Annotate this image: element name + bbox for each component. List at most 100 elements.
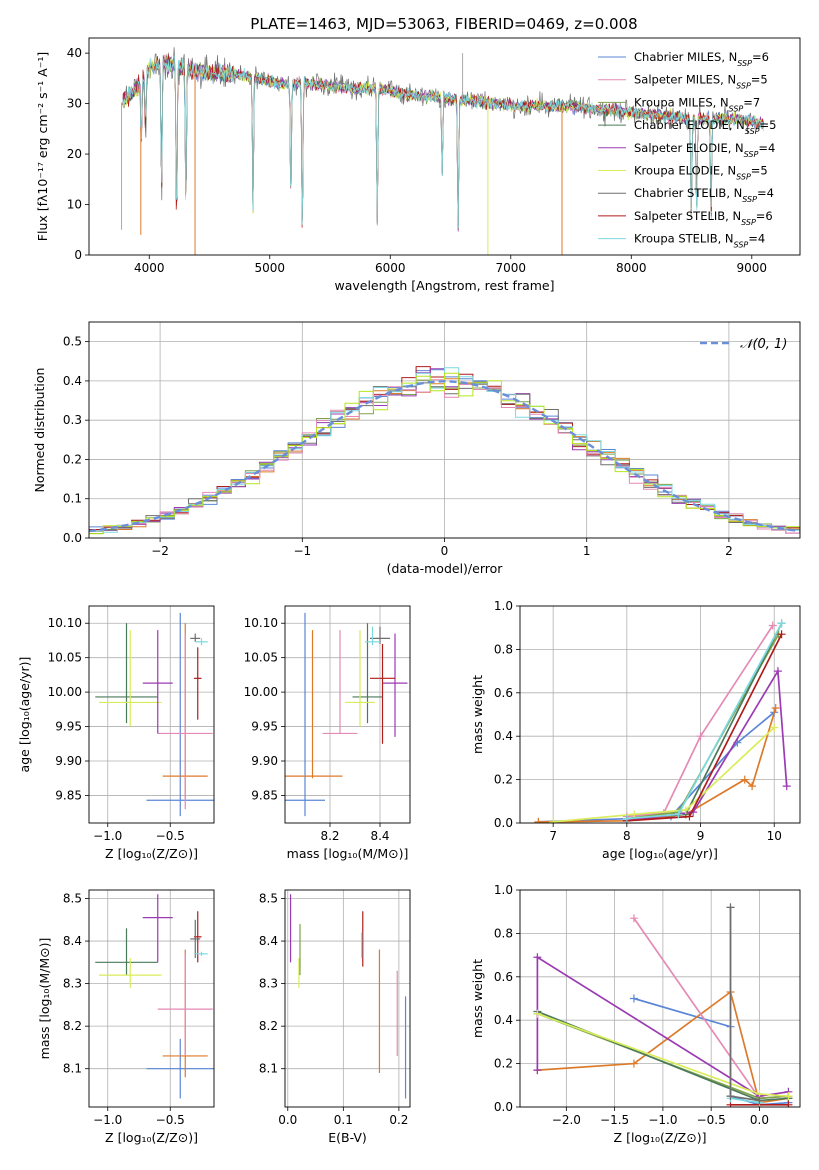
weight-series-sm [626,625,774,818]
weight-marker [726,903,735,912]
x-axis-label: Z [log₁₀(Z/Z⊙)] [105,846,198,861]
y-tick-label: 8.5 [63,892,82,906]
weight-marker [784,1092,793,1101]
y-tick-label: 9.95 [55,720,82,734]
weight-marker [748,782,757,791]
y-tick-label: 0.6 [494,686,513,700]
y-tick-label: 9.95 [251,720,278,734]
axes-residuals: −2 −1 0 1 2 0.0 0.1 0.2 0.3 0.4 0.5 (data-model)/er… [32,321,801,576]
x-axis-label: (data-model)/error [387,561,504,576]
weight-marker [696,732,705,741]
legend-tail: =4 [758,141,775,155]
weight-marker [740,775,749,784]
weight-marker [629,994,638,1003]
weight-marker [549,817,558,823]
weight-marker [674,810,683,819]
y-tick-label: 0.4 [494,1013,513,1027]
axes-frame [88,889,215,1108]
y-tick-label: 1.0 [494,883,513,897]
legend-label: Salpeter STELIB, NSSP=6 [634,209,773,227]
x-axis-label: Z [log₁₀(Z/Z⊙)] [614,1130,707,1145]
x-axis-label: Z [log₁₀(Z/Z⊙)] [105,1130,198,1145]
x-axis-label: E(B-V) [328,1130,367,1145]
y-axis-label: age [log₁₀(age/yr)] [17,657,32,773]
x-tick-label: 8 [623,829,631,843]
legend-label: Chabrier MILES, NSSP=6 [634,50,769,68]
x-axis-label: age [log₁₀(age/yr)] [602,846,718,861]
y-tick-label: 9.85 [251,788,278,802]
axes-frame [88,605,215,824]
x-tick-label: −1 [293,544,311,558]
weight-marker [768,621,777,630]
axes-frame [519,889,801,1108]
y-axis-label: mass weight [470,959,485,1038]
y-axis-label: mass weight [470,675,485,754]
weight-marker [770,723,779,732]
plot-area [121,47,764,255]
weight-series-ke [553,726,775,823]
axes-spectrum: 4000 5000 6000 7000 8000 9000 0 10 20 30 40 wavelen… [35,37,801,293]
x-tick-label: −1.5 [600,1113,629,1127]
axes-z-weight: −2.0 −1.5 −1.0 −0.5 0.0 0.0 0.2 0.4 0.6 0.8 1.0 Z [… [470,883,801,1145]
x-tick-label: 0.1 [334,1113,353,1127]
y-tick-label: 0.1 [63,492,82,506]
x-tick-label: 0.2 [389,1113,408,1127]
x-tick-label: −0.5 [156,829,185,843]
legend-label: Salpeter MILES, NSSP=5 [634,73,768,91]
y-axis-label: Normed distribution [32,368,47,493]
weight-marker [784,1100,793,1107]
y-tick-label: 8.3 [63,977,82,991]
plot-area [89,366,800,535]
legend-tail: =5 [760,118,777,132]
y-tick-label: 8.2 [259,1019,278,1033]
plots-layer: 4000 5000 6000 7000 8000 9000010203040wavelen… [17,37,801,1145]
y-tick-label: 10.05 [244,651,278,665]
x-tick-label: 1 [583,544,591,558]
x-tick-label: 0 [441,544,449,558]
legend-label: Chabrier STELIB, NSSP=4 [634,186,774,204]
y-tick-label: 8.3 [259,977,278,991]
legend-tail: =6 [752,50,769,64]
y-tick-label: 0.2 [63,452,82,466]
x-tick-label: −1.0 [648,1113,677,1127]
y-tick-label: 9.85 [55,788,82,802]
x-tick-label: −2.0 [552,1113,581,1127]
x-tick-label: −1.0 [93,829,122,843]
x-tick-label: −2 [151,544,169,558]
y-tick-label: 8.4 [63,934,82,948]
legend-sub: SSP [736,172,751,181]
y-tick-label: 0.0 [63,531,82,545]
axes-frame [284,605,411,824]
x-tick-label: 8.4 [370,829,389,843]
y-tick-label: 0.5 [63,335,82,349]
y-axis-label: Flux [fλ10⁻¹⁷ erg cm⁻² s⁻¹ A⁻¹] [35,52,50,241]
legend-sub: SSP [737,59,752,68]
axes-frame [284,889,411,1108]
y-tick-label: 40 [67,46,82,60]
y-tick-label: 10.10 [48,616,82,630]
legend-label-gaussian: 𝒩(0, 1) [740,337,787,352]
y-tick-label: 10.00 [244,685,278,699]
x-tick-label: 7 [549,829,557,843]
weight-marker [777,619,786,628]
plot-area [285,612,408,817]
legend-label: Chabrier ELODIE, NSSP=5 [634,118,776,136]
y-tick-label: 8.2 [63,1019,82,1033]
x-tick-label: −1.0 [93,1113,122,1127]
gaussian-curve [89,380,800,533]
weight-marker [777,630,786,639]
weight-marker [629,914,638,923]
spectrum-series-ks [122,55,764,229]
y-tick-label: 0.2 [494,773,513,787]
y-tick-label: 0.3 [63,413,82,427]
weight-marker [685,812,694,821]
y-tick-label: 10.10 [244,616,278,630]
legend-tail: =5 [751,73,768,87]
y-tick-label: 0.6 [494,970,513,984]
legend-label: Kroupa STELIB, NSSP=4 [634,232,765,250]
legend-sub: SSP [742,195,757,204]
legend-label: Salpeter ELODIE, NSSP=4 [634,141,775,159]
weight-marker [622,814,631,823]
y-tick-label: 1.0 [494,599,513,613]
y-tick-label: 0.8 [494,642,513,656]
